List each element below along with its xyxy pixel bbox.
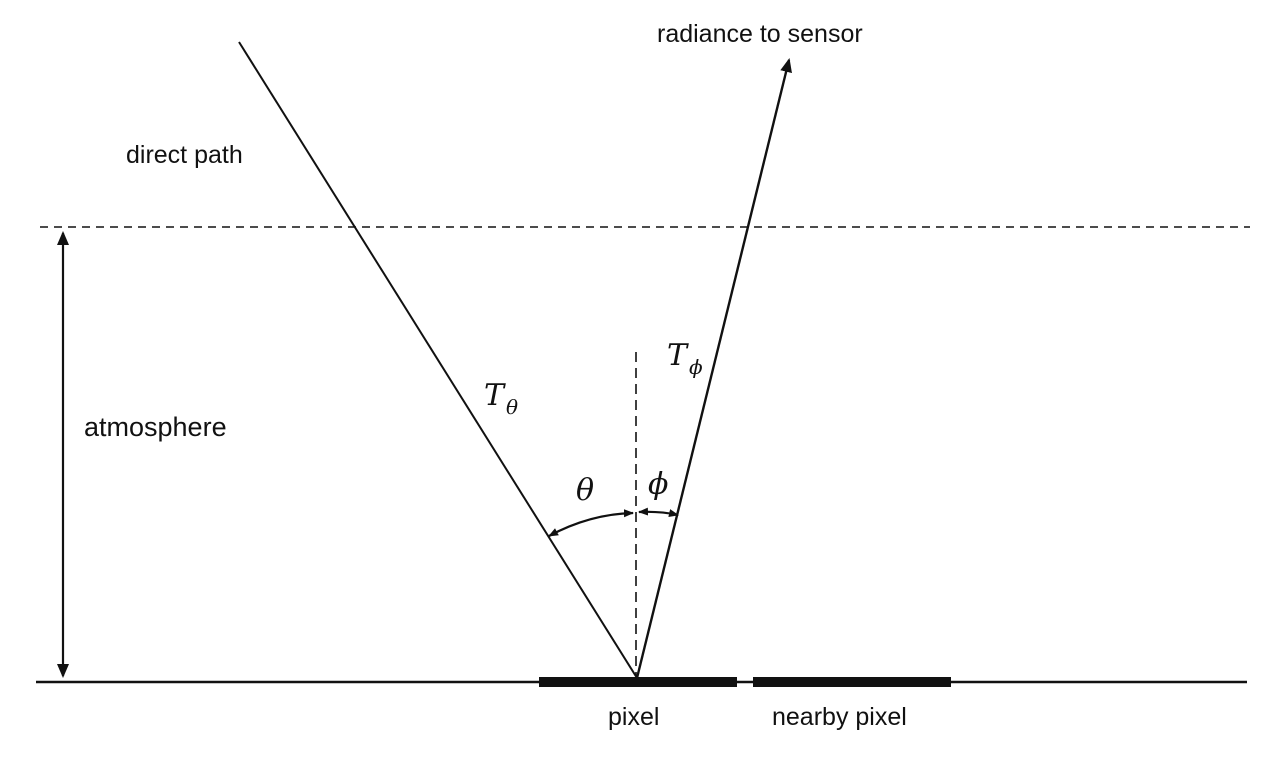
atmosphere-label: atmosphere <box>84 412 227 442</box>
radiance-to-sensor-label: radiance to sensor <box>657 20 863 48</box>
nearby-pixel-bar <box>753 677 951 687</box>
t-phi-base: T <box>667 338 689 373</box>
phi-symbol: ϕ <box>648 467 668 502</box>
theta-symbol: θ <box>576 473 594 508</box>
nearby-pixel-label: nearby pixel <box>772 703 907 731</box>
pixel-bar <box>539 677 737 687</box>
radiance-to-sensor-arrow <box>635 58 792 679</box>
direct-path-label: direct path <box>126 141 243 169</box>
theta-angle-arc <box>548 509 634 537</box>
direct-path-line <box>238 41 638 679</box>
pixel-label: pixel <box>608 703 659 731</box>
t-theta-subscript: θ <box>506 395 518 419</box>
t-phi-subscript: ϕ <box>689 355 703 379</box>
t-theta-base: T <box>484 378 506 413</box>
phi-angle-arc <box>638 507 679 517</box>
